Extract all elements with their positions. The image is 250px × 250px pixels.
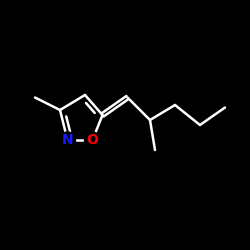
Text: O: O	[86, 133, 99, 147]
Text: N: N	[62, 133, 73, 147]
Circle shape	[60, 132, 76, 148]
Circle shape	[84, 132, 100, 148]
